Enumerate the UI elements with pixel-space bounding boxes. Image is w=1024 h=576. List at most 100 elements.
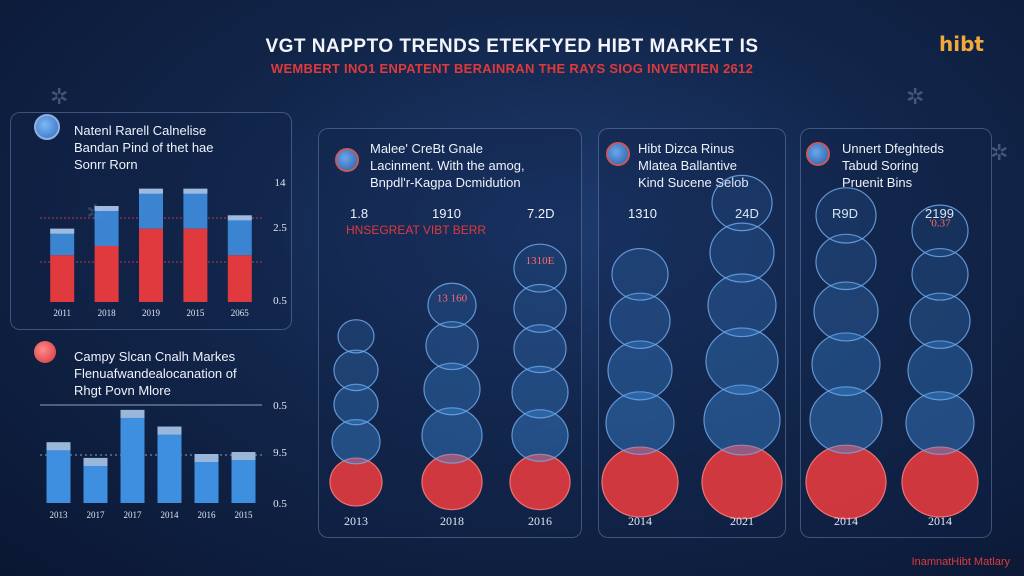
bar [231,452,256,503]
bar [46,442,71,503]
bubble [705,327,779,395]
panel-3-title-line: Lacinment. With the amog, [370,158,525,173]
bubble [909,292,971,349]
panel-5-value: R9D [832,205,858,222]
panel-4-value: 1310 [628,206,657,221]
bubble [337,319,375,354]
bubble [811,332,881,397]
panel-4-title-line: Kind Sucene Selob [638,175,749,190]
bubble [703,384,781,456]
bubble [421,453,483,511]
bar [194,454,219,503]
x-tick-label: 2013 [50,510,69,520]
panel-4-title-line: Hibt Dizca Rinus [638,141,735,156]
bubble [709,222,775,283]
page-title: VGT NAPPTO TRENDS ETEKFYED HIBT MARKET I… [265,36,759,57]
bubble [611,247,669,301]
bubble-value-label: 13 160 [437,293,468,305]
sparkle-decoration: ✲ [990,140,1009,165]
bubble [607,340,673,401]
bubble [707,273,777,338]
panel-5-title: Unnert Dfeghteds Tabud Soring Pruenit Bi… [842,140,944,191]
x-tick-label: 2018 [98,308,117,318]
bar-segment-blue [94,206,119,246]
x-tick-label: 2019 [142,308,161,318]
bubble [329,457,383,507]
bubble [333,349,379,392]
panel-2-title-line: Rhgt Povn Mlore [74,383,171,398]
sparkle-decoration: ✲ [50,84,69,109]
bubble [911,247,969,301]
panel-2-title: Campy Slcan Cnalh Markes Flenuafwandealo… [74,348,237,399]
bar-cap [46,442,71,451]
panel-2-title-line: Flenuafwandealocanation of [74,366,237,381]
bar [157,426,182,503]
panel-5-title-line: Unnert Dfeghteds [842,141,944,156]
bar-segment-red [94,246,119,302]
bubble [809,386,883,454]
bubble [701,444,783,520]
panel-5-title-line: Tabud Soring [842,158,919,173]
x-tick-label: 2014 [834,514,858,528]
bubble [511,365,569,419]
x-tick-label: 2021 [730,514,754,528]
bubble [905,391,975,455]
y-tick-label: 9.5 [273,447,287,459]
blue-globe-icon [34,114,60,140]
brand-logo: hibt [939,32,984,56]
panel-1-title: Natenl Rarell Calnelise Bandan Pind of t… [74,122,214,173]
red-globe-icon [34,341,56,363]
bar-cap [194,454,219,462]
bubble [609,292,671,349]
bar-cap [227,215,252,221]
panel-3-title-line: Malee' CreBt Gnale [370,141,484,156]
x-tick-label: 2014 [928,514,952,528]
x-tick-label: 2015 [235,510,254,520]
panel-5-value: 2199 [925,205,954,222]
globe-icon [606,142,630,166]
panel-3-title: Malee' CreBt Gnale Lacinment. With the a… [370,140,525,191]
bubble [901,446,979,518]
bubble [333,383,379,426]
panel-1-title-line: Bandan Pind of thet hae [74,140,214,155]
bubble [911,204,969,258]
bubble [513,243,567,293]
bubble [421,407,483,464]
bar-cap [183,188,208,194]
bar-segment-blue [50,228,75,256]
bar-segment-blue [227,215,252,256]
x-tick-label: 2015 [186,308,205,318]
bubble [423,362,481,416]
panel-3-value: 7.2D [527,206,555,221]
bar-cap [157,426,182,435]
bubble [813,281,879,342]
bar-cap [83,457,108,466]
panel-3-value: 1.8 [350,206,369,221]
bubble [425,321,479,371]
x-tick-label: 2014 [628,514,652,528]
panel-1-title-line: Sonrr Rorn [74,157,138,172]
y-tick-label: 14 [275,177,287,189]
globe-icon [335,148,359,172]
bubble [331,419,381,465]
bubble [511,409,569,462]
bar-segment-red [227,255,252,302]
page-subtitle: WEMBERT INO1 ENPATENT BERAINRAN THE RAYS… [270,61,754,76]
x-tick-label: 2011 [53,308,71,318]
panel-5-title-line: Pruenit Bins [842,175,913,190]
x-tick-label: 2016 [528,514,552,528]
panel-3-note: HNSEGREAT VIBT BERR [346,223,487,237]
y-tick-label: 0.5 [273,400,287,412]
bar-segment-red [183,228,208,302]
bubble [427,282,477,328]
x-tick-label: 2013 [344,514,368,528]
bar-segment-red [50,255,75,302]
bar-segment-blue [183,188,208,229]
panel-3-title-line: Bnpdl'r-Kagpa Dcmidution [370,175,521,190]
panel-4-title-line: Mlatea Ballantive [638,158,737,173]
bubble [509,453,571,511]
bubble [601,446,679,518]
x-tick-label: 2014 [161,510,180,520]
bar [120,409,145,503]
